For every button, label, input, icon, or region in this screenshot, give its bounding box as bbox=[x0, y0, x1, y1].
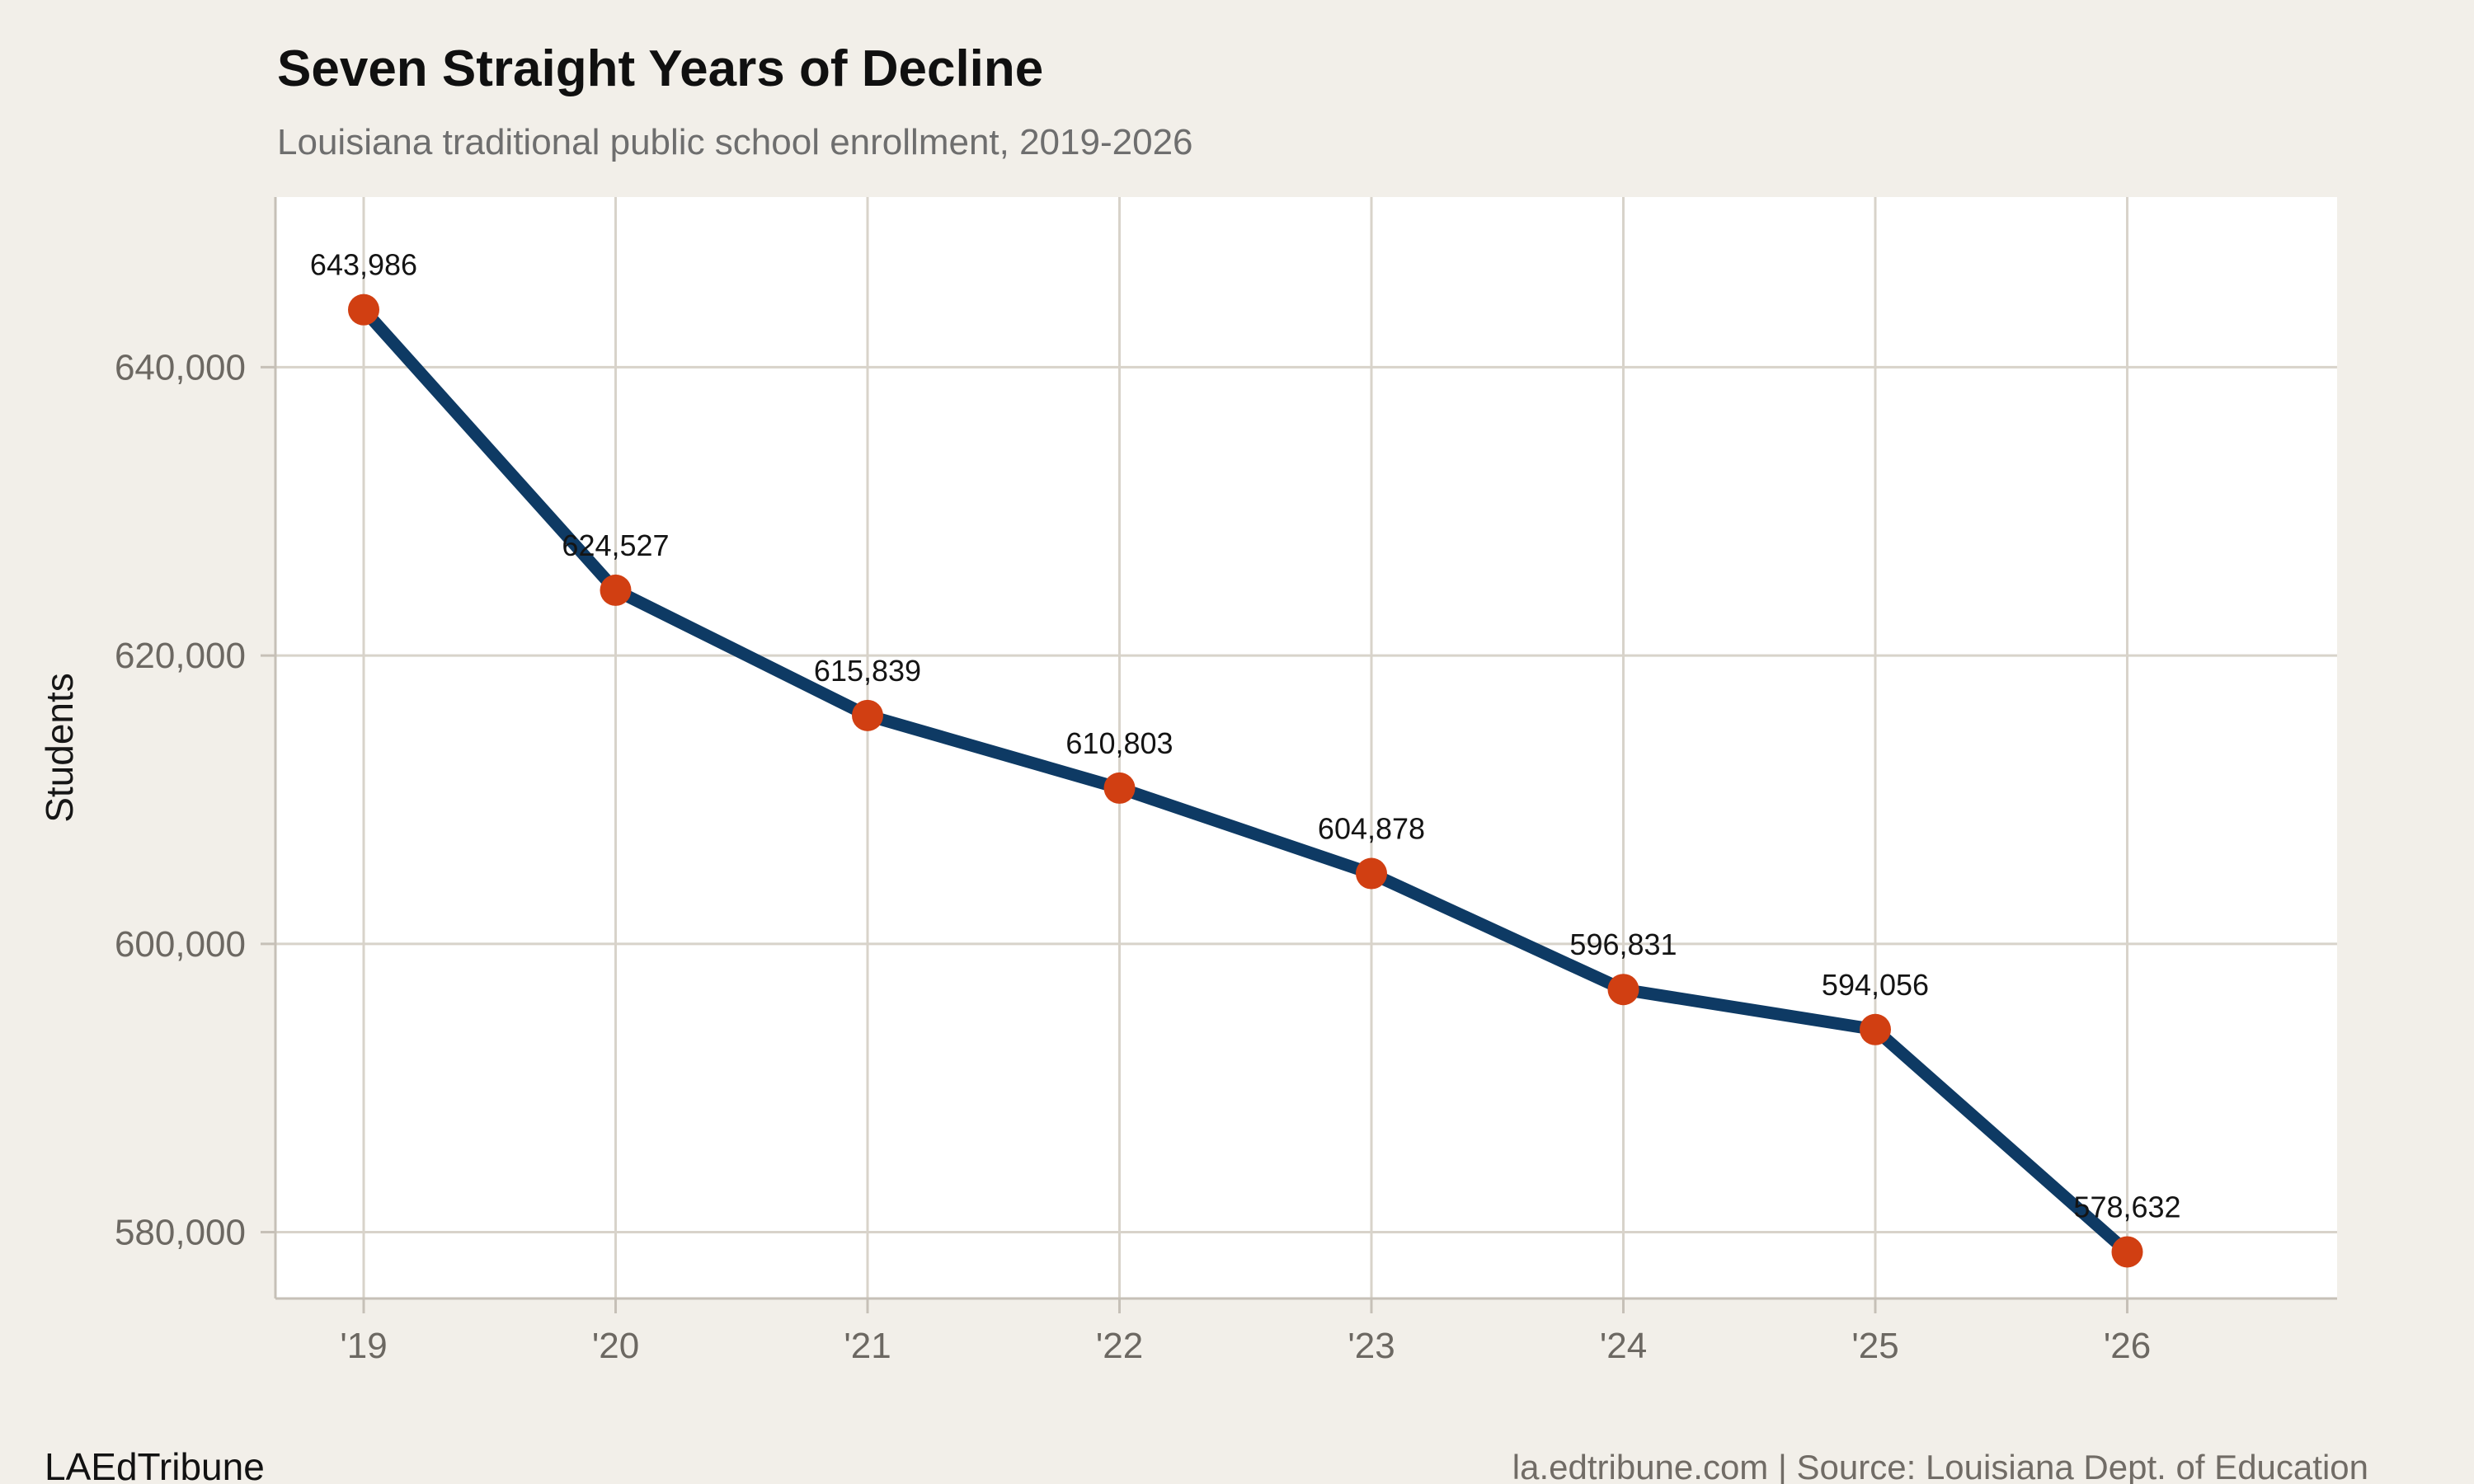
x-tick-label: '22 bbox=[1096, 1326, 1143, 1366]
y-tick-label: 600,000 bbox=[115, 924, 246, 965]
data-point-label: 624,527 bbox=[562, 528, 669, 562]
data-point bbox=[600, 574, 632, 606]
y-axis-title: Students bbox=[38, 673, 81, 823]
y-tick-label: 640,000 bbox=[115, 347, 246, 387]
plot-area bbox=[275, 197, 2337, 1298]
data-point-label: 610,803 bbox=[1065, 726, 1173, 760]
footer-brand: LAEdTribune bbox=[45, 1445, 265, 1484]
x-tick-label: '20 bbox=[592, 1326, 639, 1366]
footer-source-attribution: la.edtribune.com | Source: Louisiana Dep… bbox=[1512, 1448, 2368, 1484]
data-point bbox=[348, 294, 379, 326]
data-point bbox=[1607, 974, 1639, 1006]
data-point-label: 643,986 bbox=[310, 248, 417, 282]
data-point bbox=[1103, 772, 1136, 804]
data-point bbox=[1356, 857, 1387, 890]
data-point-label: 615,839 bbox=[814, 654, 921, 688]
data-point-label: 594,056 bbox=[1822, 968, 1929, 1002]
x-tick-label: '19 bbox=[340, 1326, 387, 1366]
data-point bbox=[2111, 1236, 2143, 1268]
data-point-label: 604,878 bbox=[1318, 812, 1425, 846]
y-tick-label: 620,000 bbox=[115, 636, 246, 676]
x-tick-label: '21 bbox=[844, 1326, 891, 1366]
data-point bbox=[852, 699, 883, 731]
chart-title: Seven Straight Years of Decline bbox=[277, 40, 1044, 97]
x-tick-label: '25 bbox=[1851, 1326, 1898, 1366]
y-tick-label: 580,000 bbox=[115, 1213, 246, 1253]
data-point bbox=[1860, 1013, 1891, 1045]
x-tick-label: '23 bbox=[1348, 1326, 1395, 1366]
enrollment-trend-line bbox=[357, 303, 2133, 1258]
x-tick-label: '26 bbox=[2104, 1326, 2151, 1366]
chart-subtitle: Louisiana traditional public school enro… bbox=[277, 122, 1193, 162]
data-point-label: 596,831 bbox=[1569, 928, 1677, 961]
data-point-label: 578,632 bbox=[2073, 1190, 2180, 1223]
x-tick-label: '24 bbox=[1600, 1326, 1647, 1366]
